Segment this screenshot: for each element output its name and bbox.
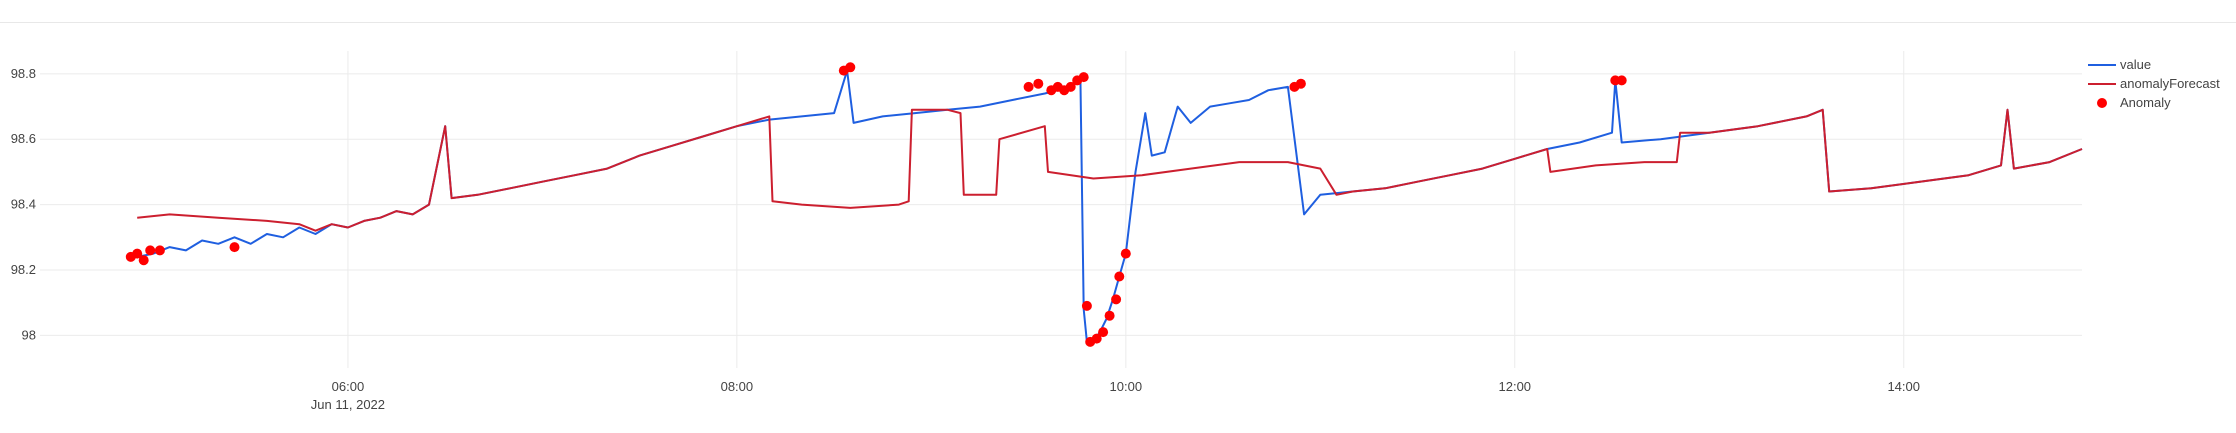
legend[interactable]: value anomalyForecast Anomaly	[2088, 57, 2220, 110]
legend-swatch-marker	[2097, 98, 2107, 108]
series-line-anomalyForecast	[137, 108, 2083, 232]
anomaly-point	[1023, 81, 1034, 92]
anomaly-point	[1081, 300, 1092, 311]
series-line-value	[137, 69, 2083, 343]
axes: 98.8 98.6 98.4 98.2 98 06:00 Jun 11, 2022 08:00…	[11, 66, 1920, 412]
line-chart: 98.8 98.6 98.4 98.2 98 06:00 Jun 11, 2022 08:00…	[11, 51, 2220, 412]
legend-label: Anomaly	[2120, 95, 2171, 110]
anomaly-point	[1104, 310, 1115, 321]
x-tick-label: 08:00	[721, 379, 754, 394]
anomaly-point	[1120, 248, 1131, 259]
anomaly-point	[1616, 75, 1627, 86]
anomaly-point	[1065, 81, 1076, 92]
anomaly-point	[1091, 333, 1102, 344]
x-tick-label: 12:00	[1499, 379, 1532, 394]
legend-label: anomalyForecast	[2120, 76, 2220, 91]
anomaly-point	[1098, 327, 1109, 338]
y-tick-label: 98.8	[11, 66, 36, 81]
anomaly-point	[145, 245, 156, 256]
anomaly-point	[845, 62, 856, 73]
legend-item-Anomaly[interactable]: Anomaly	[2097, 95, 2171, 110]
anomaly-point	[1114, 271, 1125, 282]
legend-item-value[interactable]: value	[2088, 57, 2151, 72]
anomaly-point	[154, 245, 165, 256]
legend-item-anomalyForecast[interactable]: anomalyForecast	[2088, 76, 2220, 91]
x-tick-label: 06:00	[332, 379, 365, 394]
legend-label: value	[2120, 57, 2151, 72]
y-tick-label: 98.6	[11, 131, 36, 146]
anomaly-point	[1078, 72, 1089, 83]
x-tick-label: 10:00	[1110, 379, 1143, 394]
x-tick-date-label: Jun 11, 2022	[311, 397, 385, 412]
anomaly-markers	[125, 62, 1627, 347]
y-tick-label: 98.2	[11, 262, 36, 277]
anomaly-point	[1295, 78, 1306, 89]
y-tick-label: 98.4	[11, 197, 36, 212]
grid	[40, 51, 2082, 368]
anomaly-point	[138, 255, 149, 266]
anomaly-point	[132, 248, 143, 259]
chart-frame: 98.8 98.6 98.4 98.2 98 06:00 Jun 11, 2022 08:00…	[0, 22, 2236, 433]
x-tick-label: 14:00	[1887, 379, 1920, 394]
anomaly-point	[1111, 294, 1122, 305]
anomaly-point	[229, 242, 240, 253]
anomaly-point	[1033, 78, 1044, 89]
series-layer	[137, 69, 2083, 343]
y-tick-label: 98	[22, 327, 36, 342]
